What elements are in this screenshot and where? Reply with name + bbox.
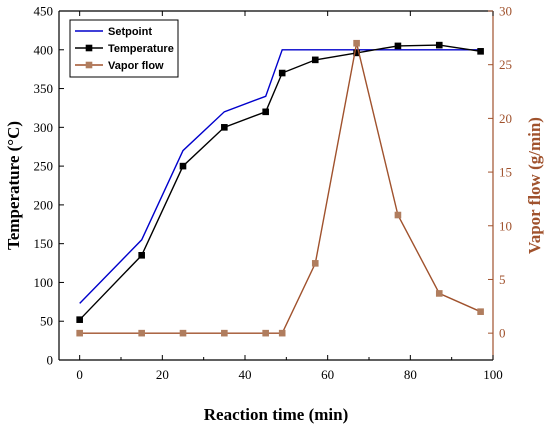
vapor-flow-point — [221, 329, 228, 337]
vapor-flow-point — [179, 329, 187, 337]
y2-tick-label: 30 — [499, 4, 512, 19]
y2-tick-label: 25 — [499, 57, 512, 72]
temperature-point — [262, 108, 269, 116]
temperature-point — [353, 49, 360, 57]
x-tick-label: 80 — [404, 367, 417, 382]
x-tick-label: 100 — [483, 367, 503, 382]
legend-marker-vapor-flow — [85, 61, 93, 69]
temperature-point — [221, 124, 228, 131]
vapor-flow-point — [138, 329, 145, 337]
x-tick-label: 20 — [156, 367, 169, 382]
y-tick-label: 350 — [34, 81, 54, 96]
legend-label-temperature: Temperature — [108, 43, 174, 55]
y-axis-title: Temperature (°C) — [4, 121, 23, 250]
temperature-point — [435, 41, 443, 49]
x-axis-title: Reaction time (min) — [204, 405, 348, 424]
temperature-point — [278, 69, 286, 77]
vapor-flow-point — [477, 308, 484, 315]
x-tick-label: 0 — [76, 367, 83, 382]
y-tick-label: 150 — [34, 236, 54, 251]
vapor-flow-point — [311, 260, 319, 267]
y-tick-label: 100 — [34, 275, 54, 290]
y2-tick-label: 20 — [499, 111, 512, 126]
vapor-flow-point — [262, 329, 269, 337]
y-tick-label: 450 — [34, 4, 54, 19]
vapor-flow-point — [435, 290, 443, 297]
temperature-line — [79, 44, 481, 321]
vapor-flow-point — [394, 211, 402, 219]
temperature-point — [311, 56, 319, 64]
y2-tick-label: 0 — [499, 326, 506, 341]
x-tick-label: 40 — [239, 367, 252, 382]
y2-axis-title: Vapor flow (g/min) — [525, 117, 544, 254]
setpoint-line — [79, 49, 481, 304]
y-tick-label: 50 — [40, 314, 53, 329]
y-tick-label: 200 — [34, 197, 54, 212]
y-tick-label: 300 — [34, 120, 54, 135]
legend-label-setpoint: Setpoint — [108, 26, 152, 38]
y-tick-label: 400 — [34, 42, 54, 57]
temperature-point — [179, 162, 187, 170]
x-tick-label: 60 — [321, 367, 334, 382]
y-tick-label: 0 — [47, 353, 54, 368]
vapor-flow-point — [278, 329, 286, 337]
legend-marker-temperature — [85, 44, 93, 52]
vapor-flow-line — [79, 43, 481, 334]
temperature-point — [394, 42, 402, 50]
vapor-flow-point — [353, 39, 360, 47]
temperature-point — [477, 48, 484, 55]
y-tick-label: 250 — [34, 159, 54, 174]
y2-tick-label: 10 — [499, 218, 512, 233]
y2-tick-label: 5 — [499, 272, 506, 287]
legend-label-vapor-flow: Vapor flow — [108, 60, 164, 72]
vapor-flow-point — [76, 329, 83, 337]
temperature-point — [76, 316, 83, 323]
temperature-point — [138, 252, 145, 259]
y2-tick-label: 15 — [499, 165, 512, 180]
